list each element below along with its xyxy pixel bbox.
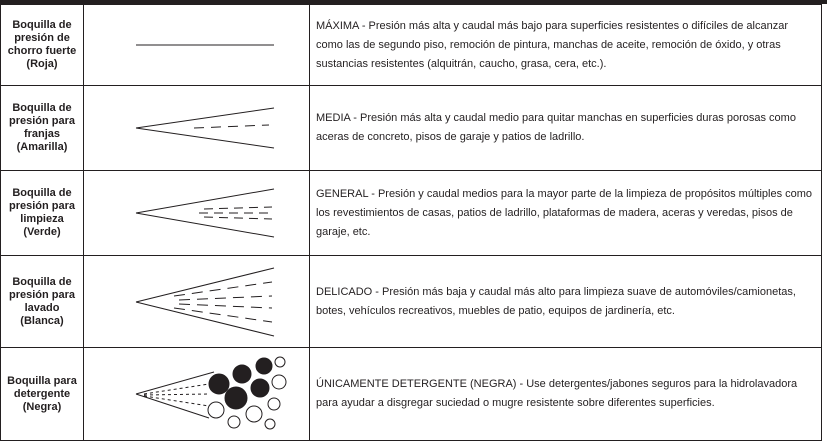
name-line: limpieza bbox=[20, 213, 64, 225]
nozzle-name: Boquilla de presión de chorro fuerte (Ro… bbox=[0, 4, 84, 86]
top-bar bbox=[0, 0, 827, 4]
nozzle-name: Boquilla de presión para lavado (Blanca) bbox=[0, 255, 84, 348]
row: Boquilla de presión para limpieza (Verde… bbox=[0, 170, 822, 256]
nozzle-name: Boquilla de presión para franjas (Amaril… bbox=[0, 85, 84, 171]
icon-cell bbox=[83, 85, 310, 171]
name-line: franjas bbox=[23, 128, 61, 140]
name-line: (Blanca) bbox=[20, 314, 64, 327]
description: ÚNICAMENTE DETERGENTE (NEGRA) - Use dete… bbox=[309, 347, 822, 441]
name-line: Boquilla para bbox=[7, 374, 77, 387]
icon-cell bbox=[83, 255, 310, 348]
nozzle-name: Boquilla para detergente (Negra) bbox=[0, 347, 84, 441]
name-line: (Negra) bbox=[22, 400, 62, 413]
name-line: chorro fuerte bbox=[7, 45, 77, 57]
nozzle-icon bbox=[96, 188, 275, 238]
nozzle-icon bbox=[96, 356, 287, 430]
row: Boquilla de presión para franjas (Amaril… bbox=[0, 85, 822, 171]
nozzle-icon bbox=[96, 267, 275, 336]
nozzle-name: Boquilla de presión para limpieza (Verde… bbox=[0, 170, 84, 256]
name-line: presión para bbox=[8, 200, 76, 212]
icon-cell bbox=[83, 170, 310, 256]
name-line: Boquilla de bbox=[12, 102, 72, 114]
nozzle-icon bbox=[96, 27, 274, 63]
nozzle-icon bbox=[96, 107, 275, 149]
description: MÁXIMA - Presión más alta y caudal más b… bbox=[309, 4, 822, 86]
name-line: (Roja) bbox=[26, 58, 58, 70]
name-line: lavado bbox=[24, 301, 60, 314]
description: DELICADO - Presión más baja y caudal más… bbox=[309, 255, 822, 348]
icon-cell bbox=[83, 4, 310, 86]
row: Boquilla para detergente (Negra) bbox=[0, 347, 822, 441]
name-line: (Verde) bbox=[23, 226, 61, 238]
name-line: presión para bbox=[8, 115, 76, 127]
description: MEDIA - Presión más alta y caudal medio … bbox=[309, 85, 822, 171]
name-line: detergente bbox=[13, 387, 71, 400]
nozzle-table: Boquilla de presión de chorro fuerte (Ro… bbox=[0, 4, 822, 441]
row: Boquilla de presión de chorro fuerte (Ro… bbox=[0, 4, 822, 86]
name-line: (Amarilla) bbox=[16, 141, 68, 153]
name-line: presión para bbox=[8, 288, 76, 301]
description: GENERAL - Presión y caudal medios para l… bbox=[309, 170, 822, 256]
name-line: Boquilla de bbox=[12, 275, 72, 288]
row: Boquilla de presión para lavado (Blanca)… bbox=[0, 255, 822, 348]
name-line: Boquilla de bbox=[12, 187, 72, 199]
name-line: presión de bbox=[14, 32, 70, 44]
name-line: Boquilla de bbox=[12, 19, 72, 31]
icon-cell bbox=[83, 347, 310, 441]
